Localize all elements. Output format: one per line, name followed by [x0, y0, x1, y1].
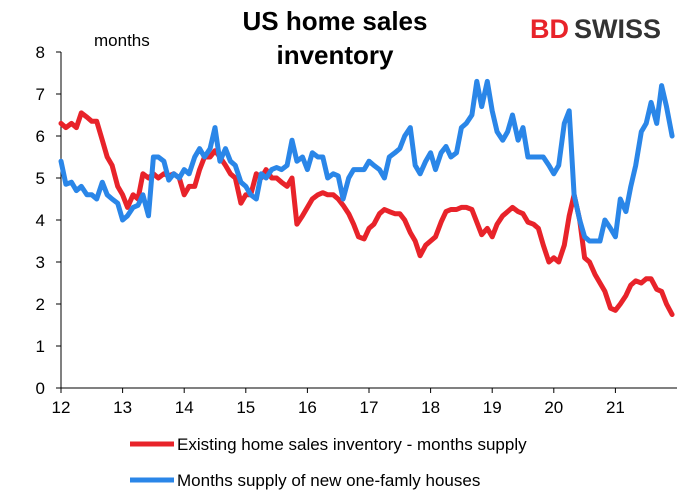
logo-swiss: SWISS	[574, 14, 661, 44]
x-tick-label: 17	[360, 398, 379, 417]
y-tick-label: 6	[36, 127, 45, 146]
chart-title-line-1: US home sales	[242, 6, 428, 36]
y-tick-label: 0	[36, 379, 45, 398]
logo-bd: BD	[530, 14, 569, 44]
legend: Existing home sales inventory - months s…	[130, 435, 527, 490]
series-line-1	[58, 110, 675, 317]
chart-title-line-2: inventory	[276, 40, 394, 70]
x-tick-label: 20	[544, 398, 563, 417]
x-tick-label: 16	[298, 398, 317, 417]
y-tick-label: 2	[36, 295, 45, 314]
legend-label-1: Existing home sales inventory - months s…	[177, 435, 527, 454]
y-tick-label: 3	[36, 253, 45, 272]
x-tick-label: 13	[113, 398, 132, 417]
y-tick-label: 8	[36, 43, 45, 62]
x-tick-label: 14	[175, 398, 194, 417]
x-tick-label: 15	[236, 398, 255, 417]
x-tick-label: 18	[421, 398, 440, 417]
x-tick-label: 12	[52, 398, 71, 417]
y-tick-label: 5	[36, 169, 45, 188]
y-tick-label: 4	[36, 211, 45, 230]
x-tick-label: 21	[606, 398, 625, 417]
y-tick-label: 7	[36, 85, 45, 104]
bdswiss-logo: BD SWISS	[530, 14, 661, 44]
series-layer	[58, 78, 675, 317]
x-tick-label: 19	[483, 398, 502, 417]
series-line-2	[58, 78, 675, 244]
y-axis-label: months	[94, 31, 150, 50]
legend-label-2: Months supply of new one-famly houses	[177, 471, 480, 490]
y-tick-label: 1	[36, 337, 45, 356]
